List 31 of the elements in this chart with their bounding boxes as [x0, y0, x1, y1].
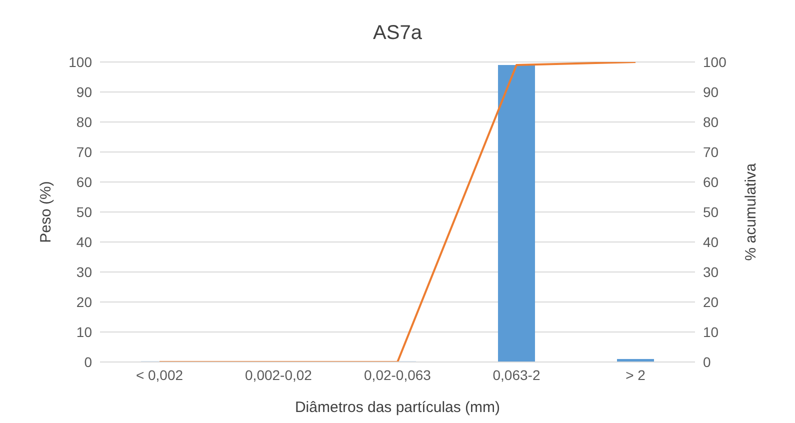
y2-tick-label: 60 [703, 174, 719, 190]
y-tick-label: 60 [76, 174, 92, 190]
y-tick-label: 30 [76, 264, 92, 280]
y2-tick-label: 0 [703, 354, 711, 370]
y2-tick-label: 100 [703, 54, 727, 70]
x-tick-label: 0,063-2 [492, 366, 540, 383]
x-axis-title: Diâmetros das partículas (mm) [294, 399, 500, 416]
y2-tick-label: 50 [703, 204, 719, 220]
y2-tick-label: 70 [703, 144, 719, 160]
y2-axis-title: % acumulativa [742, 162, 760, 261]
y-tick-label: 70 [76, 144, 92, 160]
y2-tick-label: 20 [703, 294, 719, 310]
y-tick-label: 100 [68, 54, 92, 70]
y-tick-label: 40 [76, 234, 92, 250]
chart-title: AS7a [372, 21, 423, 46]
x-tick-label: < 0,002 [136, 366, 184, 383]
x-tick-label: 0,02-0,063 [364, 366, 432, 383]
y-tick-label: 50 [76, 204, 92, 220]
x-tick-label: > 2 [626, 366, 646, 383]
y-tick-label: 80 [76, 114, 92, 130]
y-tick-label: 90 [76, 84, 92, 100]
y2-tick-label: 10 [703, 324, 719, 340]
y-axis-title: Peso (%) [37, 181, 54, 243]
x-tick-label: 0,002-0,02 [245, 366, 312, 383]
y2-tick-label: 80 [703, 114, 719, 130]
y-tick-label: 10 [76, 324, 92, 340]
y-tick-label: 0 [84, 354, 92, 370]
y2-tick-label: 30 [703, 264, 719, 280]
y2-tick-label: 90 [703, 84, 719, 100]
y-tick-label: 20 [76, 294, 92, 310]
y2-tick-label: 40 [703, 234, 719, 250]
